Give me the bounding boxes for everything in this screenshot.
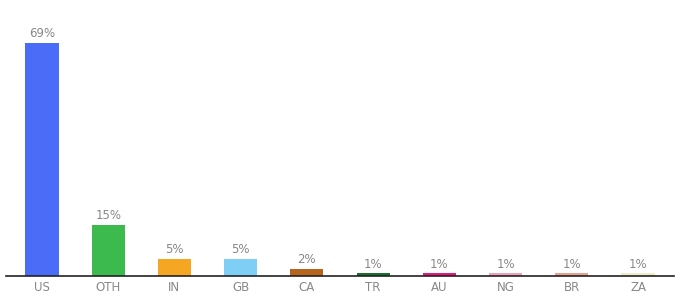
Text: 1%: 1% xyxy=(496,258,515,271)
Bar xyxy=(158,259,191,276)
Bar xyxy=(25,43,58,276)
Bar xyxy=(622,272,655,276)
Bar xyxy=(356,272,390,276)
Text: 15%: 15% xyxy=(95,209,121,223)
Bar xyxy=(92,225,124,276)
Text: 1%: 1% xyxy=(430,258,449,271)
Text: 1%: 1% xyxy=(364,258,382,271)
Bar xyxy=(556,272,588,276)
Text: 1%: 1% xyxy=(629,258,647,271)
Bar xyxy=(290,269,324,276)
Text: 1%: 1% xyxy=(562,258,581,271)
Text: 5%: 5% xyxy=(231,243,250,256)
Bar xyxy=(489,272,522,276)
Bar xyxy=(423,272,456,276)
Text: 5%: 5% xyxy=(165,243,184,256)
Text: 69%: 69% xyxy=(29,27,55,40)
Text: 2%: 2% xyxy=(298,254,316,266)
Bar xyxy=(224,259,257,276)
